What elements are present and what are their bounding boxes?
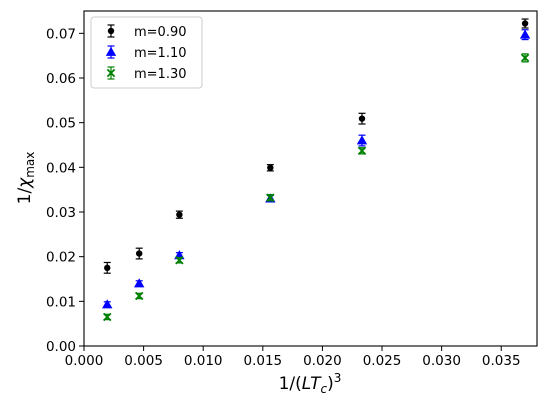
data-point — [357, 146, 367, 156]
x-tick-label: 0.015 — [243, 353, 282, 369]
data-point — [267, 164, 274, 171]
x-tick-label: 0.000 — [65, 353, 104, 369]
legend: m=0.90 m=1.10 m=1.30 — [90, 16, 203, 89]
data-point — [134, 291, 144, 301]
x-tick-label: 0.025 — [363, 353, 402, 369]
y-tick-label: 0.06 — [46, 71, 76, 87]
x-marker-stroke — [103, 312, 112, 322]
data-point — [520, 53, 530, 63]
y-axis-label-prefix: 1/ — [15, 188, 35, 205]
legend-box — [90, 16, 203, 89]
y-axis-label-chi: χ — [15, 177, 35, 189]
data-point — [521, 20, 529, 27]
y-tick-label: 0.04 — [46, 160, 76, 176]
x-tick-label: 0.005 — [124, 353, 163, 369]
legend-label: m=0.90 — [134, 25, 187, 40]
y-axis-ticks: 0.00 0.01 0.02 0.03 0.04 0.05 0.06 0.07 — [46, 26, 84, 355]
x-tick-label: 0.030 — [422, 353, 461, 369]
data-point — [175, 256, 184, 265]
y-tick-label: 0.03 — [46, 205, 76, 221]
x-marker-stroke — [357, 146, 367, 156]
x-axis-label-prefix: 1/( — [279, 374, 302, 394]
y-tick-label: 0.02 — [46, 250, 76, 266]
y-tick-label: 0.07 — [46, 26, 76, 42]
legend-label: m=1.30 — [134, 67, 187, 82]
x-tick-label: 0.020 — [303, 353, 342, 369]
legend-marker — [105, 46, 117, 56]
y-axis-label-sub: max — [23, 152, 37, 178]
legend-items: m=0.90 m=1.10 m=1.30 — [105, 24, 187, 82]
y-axis-label: 1/χmax — [15, 152, 37, 205]
x-tick-label: 0.035 — [482, 353, 521, 369]
data-point — [102, 299, 113, 309]
data-point — [266, 193, 275, 202]
y-tick-label: 0.01 — [46, 294, 76, 310]
data-point — [133, 278, 145, 288]
data-point — [135, 250, 143, 257]
data-point — [104, 264, 111, 272]
y-tick-label: 0.05 — [46, 116, 76, 132]
data-marks — [102, 18, 531, 322]
data-point — [519, 29, 531, 39]
legend-marker — [106, 68, 116, 78]
x-axis-label-sub: c — [321, 382, 328, 396]
series-m=0.90 — [103, 18, 529, 274]
data-point — [103, 312, 112, 322]
x-marker-stroke — [106, 68, 116, 78]
x-axis-label-close: ) — [327, 374, 334, 394]
data-point — [356, 135, 368, 145]
data-point — [176, 211, 183, 218]
series-m=1.30 — [103, 53, 530, 322]
axes — [83, 10, 538, 347]
legend-label: m=1.10 — [134, 46, 187, 61]
x-axis-label-L: LT — [302, 374, 322, 394]
x-axis-ticks: 0.000 0.005 0.010 0.015 0.020 0.025 0.030 0.035 — [65, 346, 521, 369]
data-point — [358, 115, 366, 122]
plot-frame — [83, 10, 538, 347]
x-tick-label: 0.010 — [184, 353, 223, 369]
x-marker-stroke — [175, 256, 184, 265]
y-tick-label: 0.00 — [46, 339, 76, 355]
x-axis-label: 1/(LTc)3 — [279, 371, 342, 396]
x-marker-stroke — [520, 53, 530, 63]
x-axis-label-exp: 3 — [334, 371, 342, 385]
x-marker-stroke — [266, 193, 275, 202]
x-marker-stroke — [134, 291, 144, 301]
legend-marker — [107, 27, 115, 35]
